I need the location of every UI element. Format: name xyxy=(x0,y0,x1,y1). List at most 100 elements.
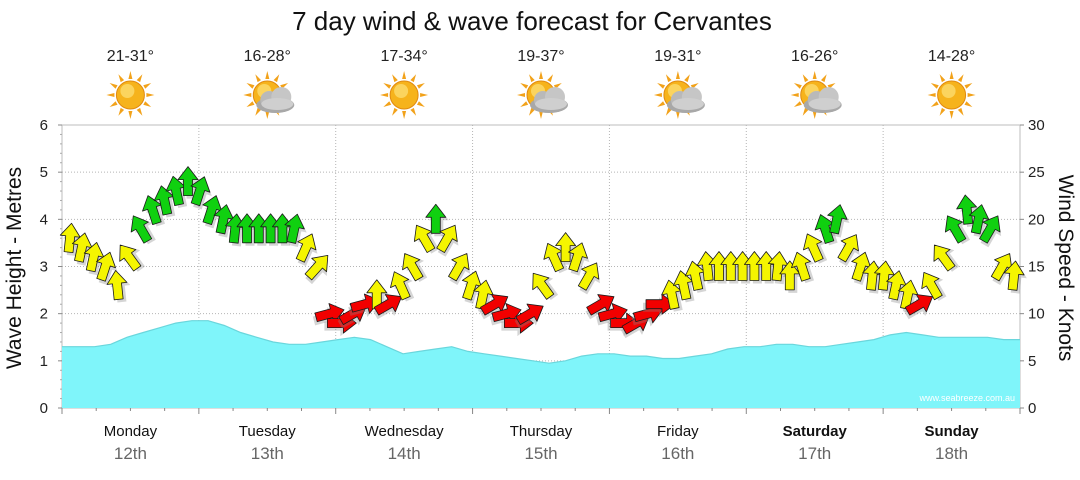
temperature-label: 21-31° xyxy=(107,48,154,65)
sun-ray xyxy=(255,107,262,116)
sun-ray xyxy=(136,107,143,116)
wind-arrow xyxy=(83,242,107,276)
right-tick-label: 10 xyxy=(1028,306,1045,323)
sun-ray xyxy=(402,111,407,119)
wind-arrow xyxy=(425,203,449,237)
wind-arrow xyxy=(402,253,428,282)
temperature-label: 19-37° xyxy=(517,48,564,65)
sun-ray xyxy=(529,107,535,116)
wind-arrow-shape xyxy=(837,234,859,263)
wind-arrow-shape xyxy=(59,222,81,253)
cloud-top xyxy=(671,98,704,110)
wind-arrow-shape xyxy=(1003,260,1025,291)
wind-speed-series xyxy=(59,166,1027,339)
wind-arrow xyxy=(568,242,590,276)
sun-ray xyxy=(265,111,270,119)
wind-arrow-shape xyxy=(555,232,576,263)
sun-rays xyxy=(106,71,155,119)
sun-ray xyxy=(684,74,690,83)
wind-arrow-shape xyxy=(791,251,811,282)
wind-arrow xyxy=(767,251,791,285)
weather-icon-row xyxy=(106,71,976,119)
sun-ray xyxy=(529,74,535,83)
wind-arrow-shape xyxy=(425,203,447,234)
wind-arrow-shape xyxy=(284,213,305,244)
left-tick-label: 4 xyxy=(40,211,48,228)
sun-ray xyxy=(246,101,255,107)
wind-arrow-shape xyxy=(979,215,1001,244)
sun-ray xyxy=(939,107,946,116)
sun-ray xyxy=(243,93,252,97)
wind-arrow-shape xyxy=(956,194,977,225)
wind-arrow xyxy=(106,270,131,303)
sun-ray xyxy=(949,111,954,119)
sun-ray xyxy=(675,71,680,79)
sun-ray xyxy=(657,101,666,107)
temperature-label: 19-31° xyxy=(654,48,701,65)
right-tick-label: 20 xyxy=(1028,211,1045,228)
sun-ray xyxy=(964,83,973,89)
day-name-label: Saturday xyxy=(783,423,848,440)
sun-ray xyxy=(930,101,939,107)
sun-ray xyxy=(106,93,115,97)
right-tick-label: 5 xyxy=(1028,353,1036,370)
day-date-label: 17th xyxy=(798,444,831,463)
wind-arrow xyxy=(933,244,960,272)
right-tick-label: 15 xyxy=(1028,259,1045,276)
sun-ray xyxy=(392,107,398,116)
left-tick-label: 1 xyxy=(40,353,48,370)
wind-arrow-shape xyxy=(177,166,199,197)
wind-arrow xyxy=(96,251,118,285)
sun-ray xyxy=(410,74,417,83)
right-tick-label: 25 xyxy=(1028,164,1045,181)
day-name-label: Sunday xyxy=(924,423,979,440)
sun-ray xyxy=(109,101,118,107)
wind-arrow xyxy=(968,204,992,238)
right-tick-label: 30 xyxy=(1028,117,1045,134)
sun-ray xyxy=(520,83,529,89)
partly-cloudy-icon xyxy=(243,71,295,119)
wind-arrow xyxy=(791,251,815,284)
left-axis-ticks: 0 1 2 3 4 5 6 xyxy=(40,117,62,417)
wind-arrow xyxy=(921,272,947,301)
partly-cloudy-icon xyxy=(653,71,705,119)
sun-ray xyxy=(964,101,973,107)
sun-ray xyxy=(949,71,954,79)
sun-ray xyxy=(143,101,152,107)
wind-arrow xyxy=(390,271,415,302)
wind-arrow xyxy=(59,222,83,256)
left-tick-label: 3 xyxy=(40,259,48,276)
temperature-row: 21-31° 16-28° 17-34° 19-37° 19-31° 16-26° 14-2… xyxy=(107,48,975,65)
sun-ray xyxy=(927,93,936,97)
wave-height-series xyxy=(62,320,1020,408)
day-date-label: 13th xyxy=(251,444,284,463)
wind-arrow xyxy=(886,270,909,304)
wind-arrow-shape xyxy=(106,270,128,301)
sun-rays xyxy=(927,71,976,119)
sun-ray xyxy=(665,74,672,83)
wind-arrow xyxy=(990,253,1013,285)
x-axis-day-labels: Monday 12th Tuesday 13th Wednesday 14th Thursd… xyxy=(61,408,1021,463)
sun-ray xyxy=(246,83,255,89)
wind-arrow xyxy=(448,253,471,285)
sun-ray xyxy=(383,101,392,107)
sun-ray xyxy=(109,83,118,89)
wind-arrow-shape xyxy=(448,253,470,282)
sun-ray xyxy=(539,71,543,79)
wind-arrow-shape xyxy=(295,233,317,263)
sun-ray xyxy=(380,93,389,97)
wind-arrow-shape xyxy=(390,271,411,301)
left-axis-label: Wave Height - Metres xyxy=(3,167,26,369)
sun-icon xyxy=(927,71,976,119)
sun-ray xyxy=(812,111,817,119)
cloud xyxy=(256,87,295,113)
temperature-label: 16-28° xyxy=(244,48,291,65)
temperature-label: 17-34° xyxy=(380,48,427,65)
sun-rays xyxy=(380,71,429,119)
sun-ray xyxy=(517,93,525,97)
sun-ray xyxy=(273,74,280,83)
sun-ray xyxy=(957,107,964,116)
wind-arrow-shape xyxy=(933,244,956,272)
